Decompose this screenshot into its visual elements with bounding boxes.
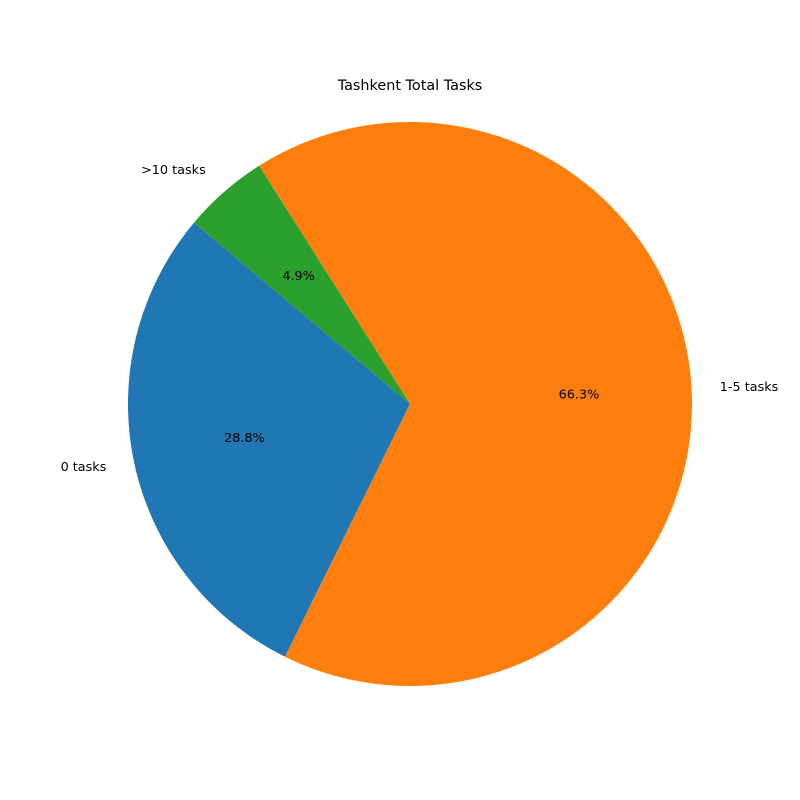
slice-label-1-5-tasks: 1-5 tasks [720, 380, 779, 395]
pie-labels: 0 tasks 28.8% 1-5 tasks 66.3% >10 tasks 4.9% [61, 163, 779, 475]
pie-slices [127, 121, 692, 687]
pct-label-1-5-tasks: 66.3% [559, 388, 600, 403]
pie-slice-0-tasks [127, 222, 410, 657]
pie-slice-10-tasks [193, 165, 410, 404]
pct-label-10-tasks: 4.9% [282, 269, 315, 284]
pie-slice-1-5-tasks [259, 121, 692, 687]
pct-label-0-tasks: 28.8% [224, 431, 265, 446]
slice-label-0-tasks: 0 tasks [61, 460, 107, 475]
slice-label-10-tasks: >10 tasks [141, 163, 206, 178]
chart-title: Tashkent Total Tasks [337, 78, 483, 94]
